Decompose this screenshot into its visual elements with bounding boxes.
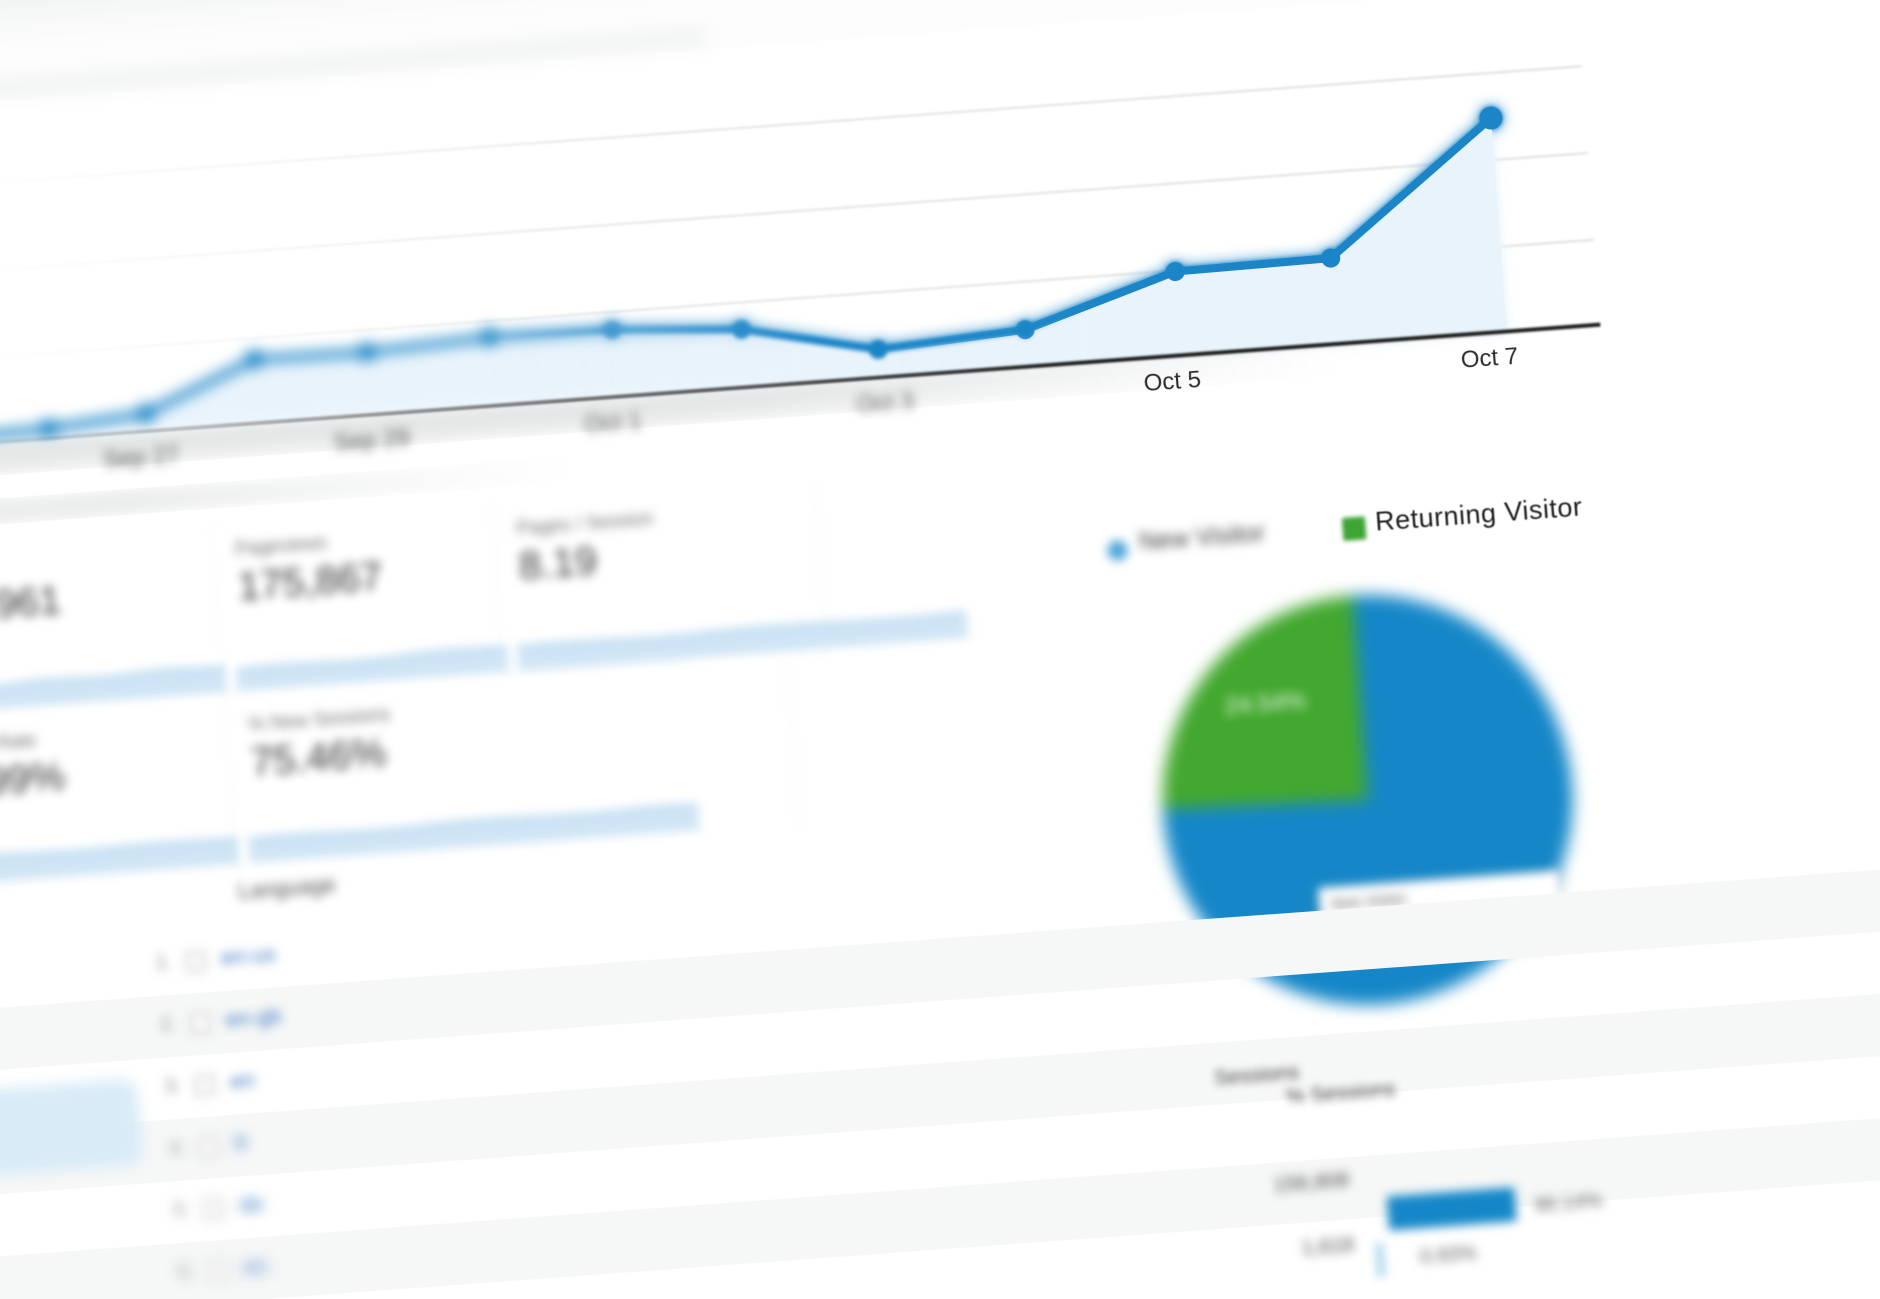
row-checkbox[interactable] [202, 1197, 226, 1221]
metric-card-new-sessions[interactable]: % New Sessions 75.46% [228, 660, 801, 870]
row-checkbox[interactable] [207, 1259, 230, 1283]
table-column-header-language: Language [237, 871, 337, 904]
x-tick-label: Sep 29 [332, 424, 411, 457]
row-number: 4. [168, 1136, 187, 1160]
row-checkbox[interactable] [189, 1012, 212, 1035]
x-tick-label: Sep 27 [102, 441, 181, 474]
language-link[interactable]: es [242, 1252, 268, 1280]
percent-sessions-value: 0.93% [1419, 1242, 1478, 1269]
language-link[interactable]: de [238, 1190, 265, 1218]
x-tick-label: Oct 1 [583, 407, 643, 439]
legend-swatch-returning-visitor[interactable] [1341, 516, 1367, 541]
metric-card-bounce-rate[interactable]: Bounce Rate 27.99% [0, 702, 247, 903]
language-link[interactable]: en [229, 1067, 256, 1094]
row-number: 2. [159, 1012, 178, 1036]
legend-label-new-visitor[interactable]: New Visitor [1137, 518, 1266, 556]
row-number: 6. [177, 1260, 196, 1284]
x-tick-label-oct7: Oct 7 [1459, 342, 1520, 374]
row-number: 5. [172, 1198, 192, 1222]
sparkline [0, 664, 235, 725]
row-checkbox[interactable] [193, 1074, 217, 1097]
metric-value: 231,961 [0, 578, 63, 633]
language-link[interactable]: en-gb [224, 1003, 283, 1033]
metric-card-pages-per-session[interactable]: Pages / Session 8.19 [496, 482, 969, 678]
row-number: 1. [154, 950, 173, 975]
row-checkbox[interactable] [184, 950, 207, 973]
row-number: 3. [163, 1074, 183, 1098]
sparkline [0, 836, 247, 897]
x-tick-label: Oct 3 [855, 387, 915, 419]
sessions-area-chart[interactable] [0, 0, 1602, 481]
sparkline [516, 610, 969, 671]
row-checkbox[interactable] [198, 1135, 221, 1159]
legend-label-returning-visitor[interactable]: Returning Visitor [1374, 491, 1584, 537]
legend-swatch-new-visitor[interactable] [1106, 539, 1129, 562]
x-tick-label-oct5: Oct 5 [1142, 366, 1202, 398]
metric-card-pageviews[interactable]: Pageviews 175,867 [215, 506, 687, 699]
sparkline [248, 803, 700, 863]
metric-card-users[interactable]: Users 231,961 [0, 526, 235, 732]
language-link[interactable]: fr [233, 1129, 249, 1156]
language-link[interactable]: en-us [220, 941, 277, 971]
